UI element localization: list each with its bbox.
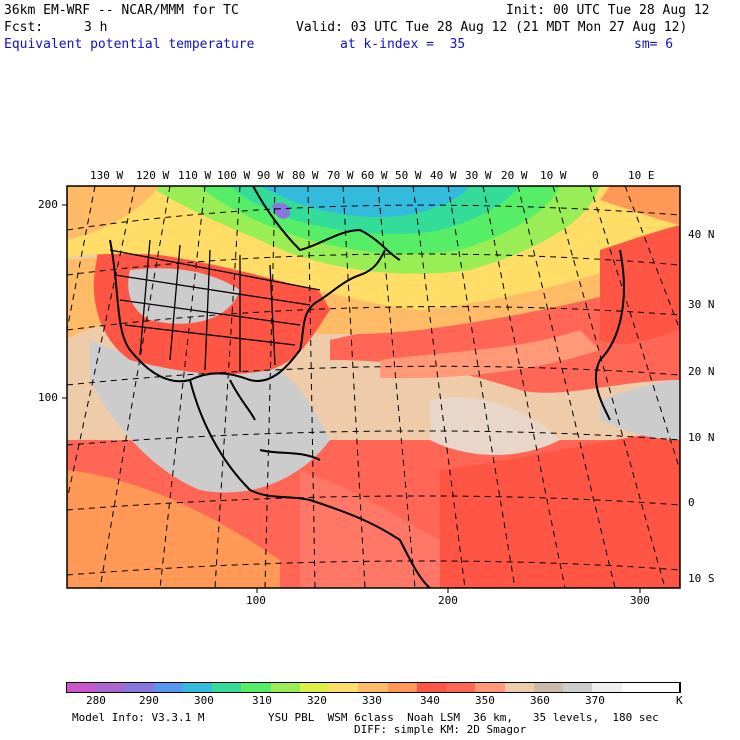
grid-y-label-200: 200: [38, 198, 58, 211]
colorbar-label-340: 340: [420, 694, 440, 707]
lon-label-80w: 80 W: [292, 169, 319, 182]
grid-x-label-100: 100: [246, 594, 266, 607]
forecast-hour: 3 h: [84, 20, 108, 35]
smoothing-label: sm= 6: [634, 37, 674, 52]
lat-label-10s: 10 S: [688, 572, 715, 585]
model-title: 36km EM-WRF -- NCAR/MMM for TC: [4, 3, 239, 18]
model-info: Model Info: V3.3.1 M: [72, 711, 205, 724]
lon-label-0: 0: [592, 169, 599, 182]
colorbar-label-280: 280: [86, 694, 106, 707]
forecast-label: Fcst:: [4, 20, 44, 35]
lon-label-120w: 120 W: [136, 169, 170, 182]
grid-x-label-300: 300: [630, 594, 650, 607]
lon-label-100w: 100 W: [217, 169, 251, 182]
colorbar-label-290: 290: [139, 694, 159, 707]
state-borders: [109, 239, 321, 372]
diffusion-info: DIFF: simple KM: 2D Smagor: [354, 723, 527, 736]
coastlines: [109, 186, 625, 588]
lat-label-20n: 20 N: [688, 365, 715, 378]
valid-time: Valid: 03 UTC Tue 28 Aug 12 (21 MDT Mon …: [296, 20, 688, 35]
colorbar-cell: [650, 682, 681, 693]
colorbar-label-310: 310: [252, 694, 272, 707]
colorbar-label-330: 330: [362, 694, 382, 707]
lon-label-70w: 70 W: [327, 169, 354, 182]
physics-info: YSU PBL WSM 6class Noah LSM 36 km, 35 le…: [268, 711, 659, 724]
colorbar-unit: K: [676, 694, 683, 707]
lat-label-30n: 30 N: [688, 298, 715, 311]
lon-label-50w: 50 W: [395, 169, 422, 182]
lon-label-10e: 10 E: [628, 169, 655, 182]
theta-e-field: [67, 186, 680, 588]
map-frame: [66, 185, 681, 589]
grid-y-label-100: 100: [38, 391, 58, 404]
lon-label-10w: 10 W: [540, 169, 567, 182]
grid-x-label-200: 200: [438, 594, 458, 607]
lon-label-20w: 20 W: [501, 169, 528, 182]
lon-label-30w: 30 W: [465, 169, 492, 182]
field-name: Equivalent potential temperature: [4, 37, 255, 52]
lon-label-110w: 110 W: [178, 169, 212, 182]
colorbar-label-370: 370: [585, 694, 605, 707]
graticule: [67, 186, 680, 588]
colorbar-label-350: 350: [475, 694, 495, 707]
colorbar-frame: [66, 682, 680, 693]
lon-label-90w: 90 W: [257, 169, 284, 182]
lat-label-0: 0: [688, 496, 695, 509]
colorbar-label-320: 320: [307, 694, 327, 707]
lon-label-130w: 130 W: [90, 169, 124, 182]
colorbar-label-360: 360: [530, 694, 550, 707]
lat-label-40n: 40 N: [688, 228, 715, 241]
level-label: at k-index = 35: [340, 37, 466, 52]
colorbar-label-300: 300: [194, 694, 214, 707]
lon-label-60w: 60 W: [361, 169, 388, 182]
lat-label-10n: 10 N: [688, 431, 715, 444]
lon-label-40w: 40 W: [430, 169, 457, 182]
init-time: Init: 00 UTC Tue 28 Aug 12: [506, 3, 710, 18]
